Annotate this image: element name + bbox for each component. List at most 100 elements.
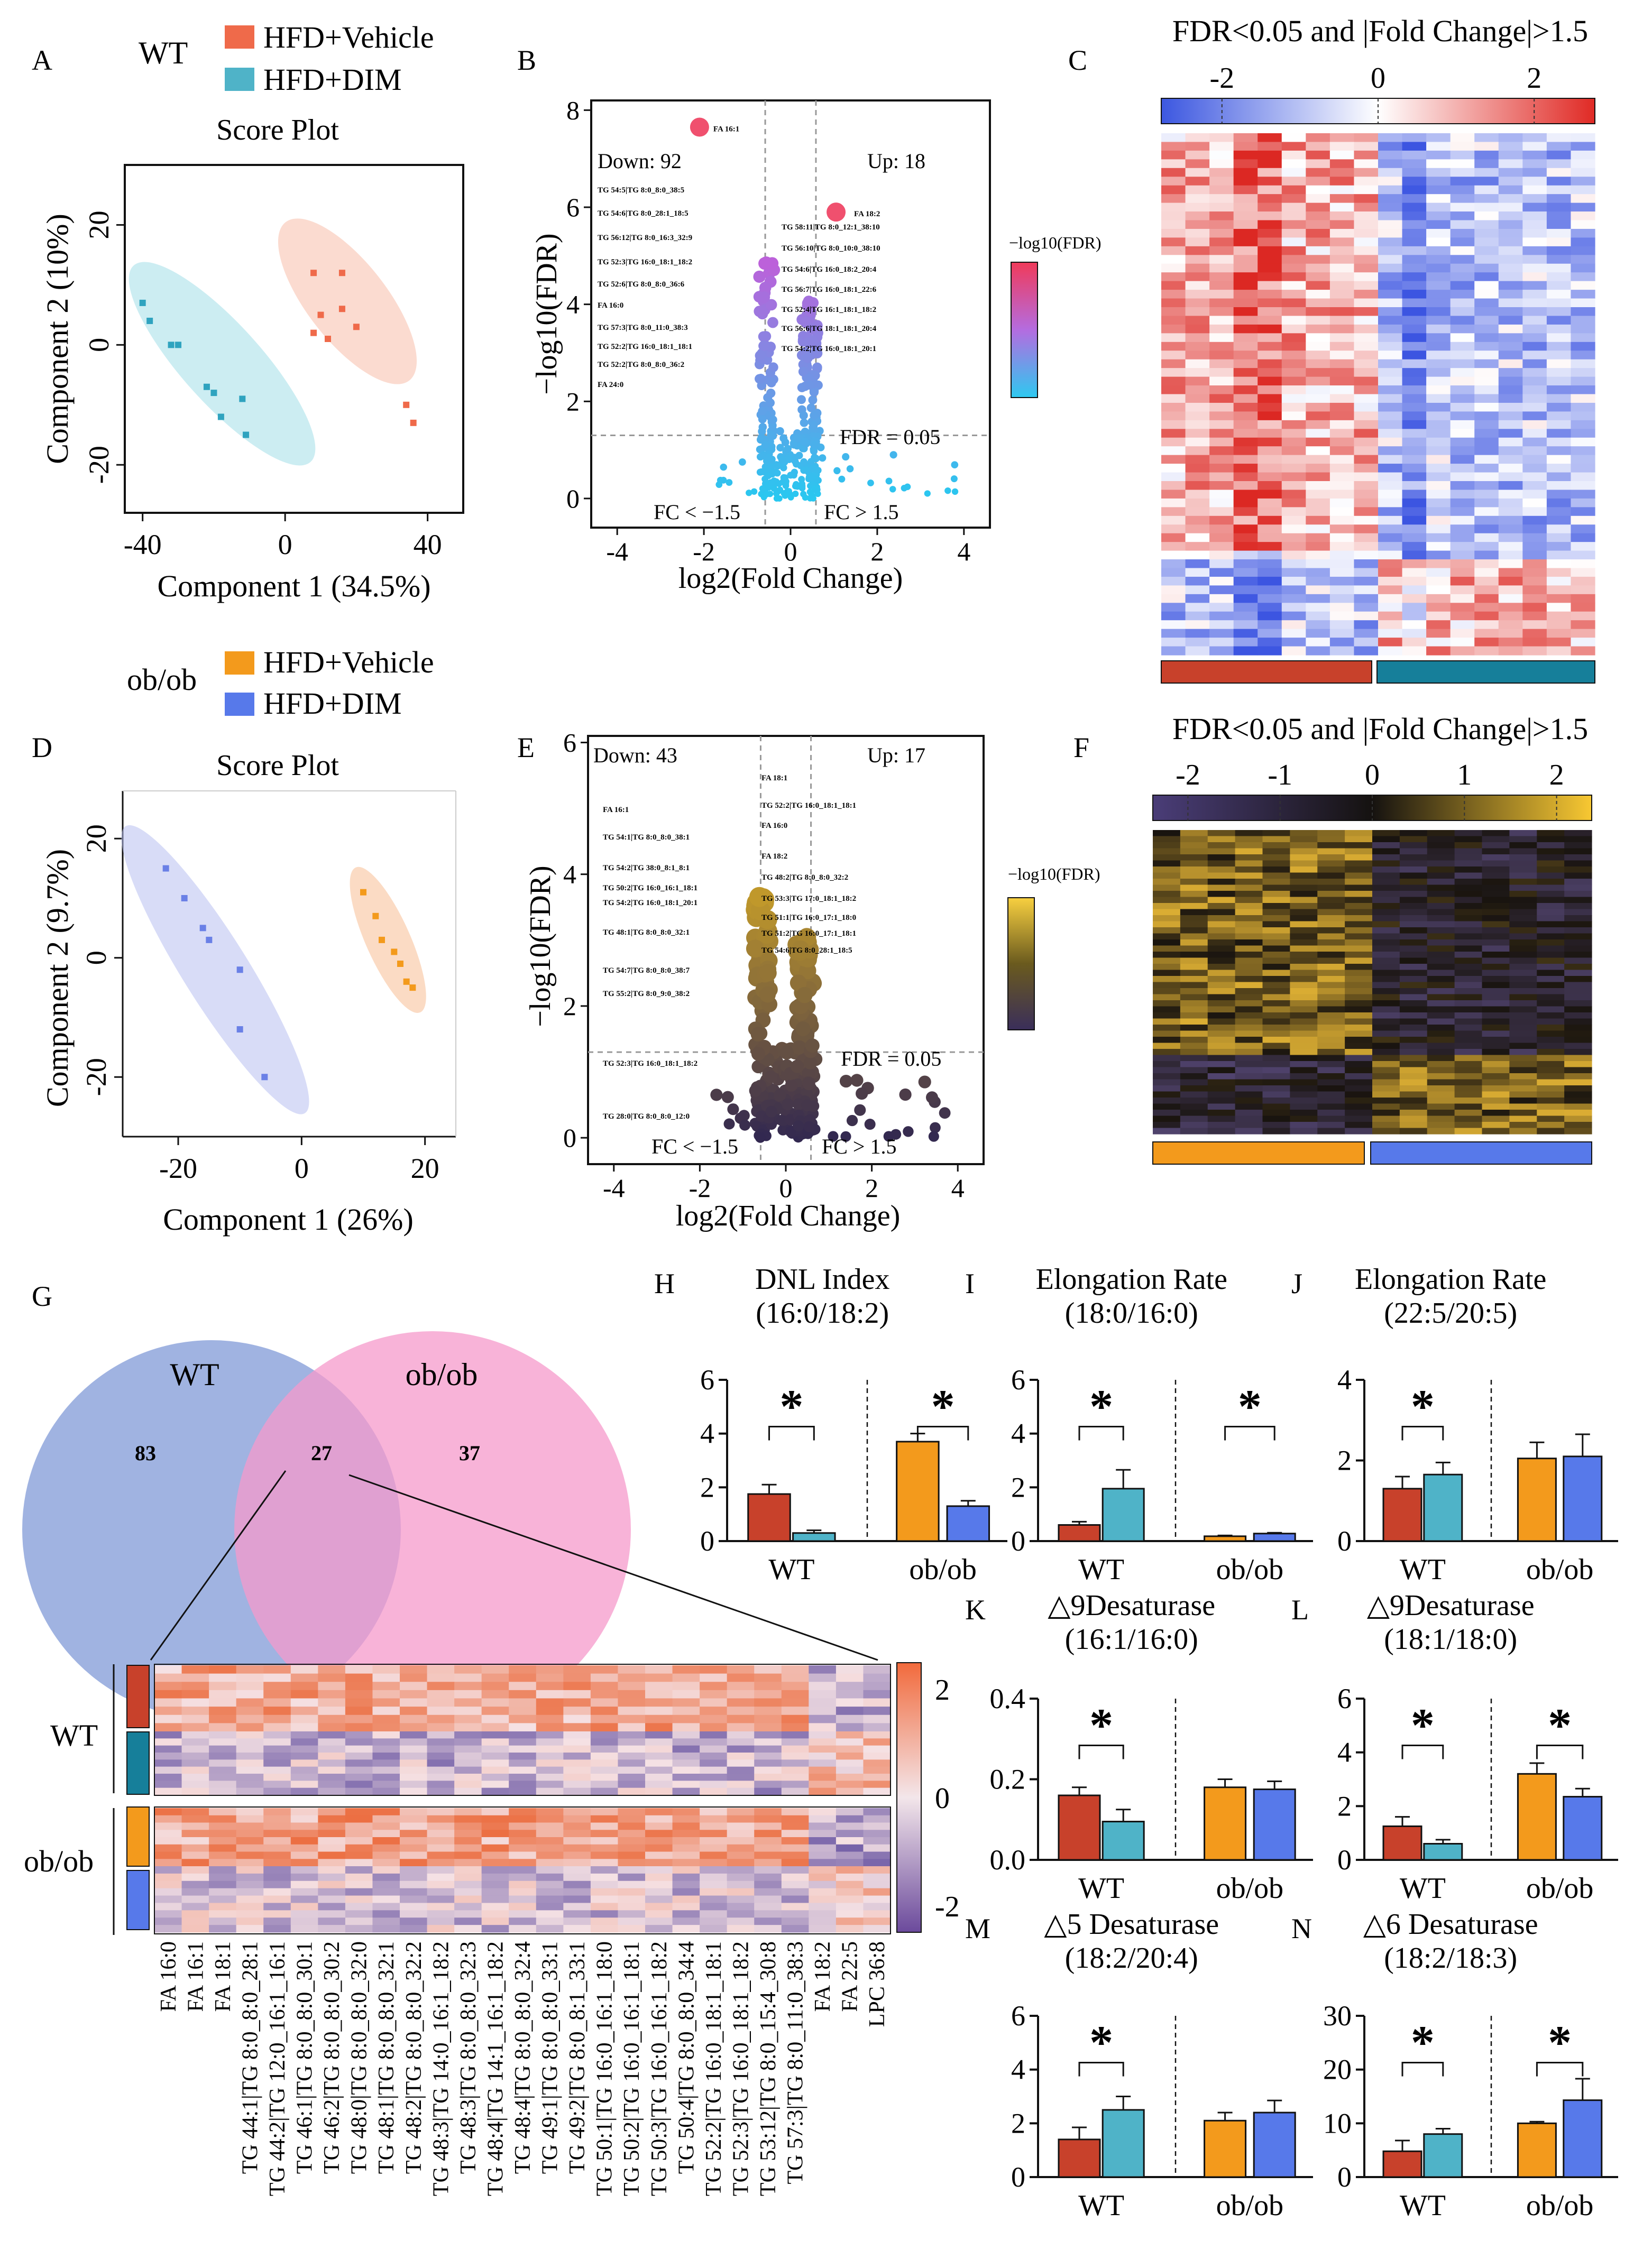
heatmap-cell — [1546, 464, 1572, 473]
heatmap-cell — [1372, 1049, 1400, 1056]
heatmap-cell — [1209, 333, 1234, 343]
heatmap-cell — [1153, 1037, 1181, 1044]
heatmap-cell — [154, 1745, 182, 1753]
heatmap-cell — [1378, 255, 1403, 264]
heatmap-cell — [1258, 159, 1282, 169]
heatmap-cell — [400, 1690, 428, 1699]
heatmap-cell — [400, 1903, 428, 1911]
heatmap-cell — [1564, 1079, 1592, 1086]
heatmap-cell — [1450, 542, 1475, 551]
heatmap-cell — [1378, 246, 1403, 255]
heatmap-cell — [1482, 1073, 1510, 1080]
group-bar-dim — [1370, 1141, 1592, 1165]
heatmap-cell — [1207, 854, 1236, 861]
heatmap-cell — [1399, 866, 1428, 873]
heatmap-cell — [809, 1925, 837, 1933]
heatmap-cell — [181, 1723, 209, 1732]
heatmap-cell — [318, 1738, 346, 1746]
heatmap-cell — [536, 1665, 564, 1674]
heatmap-cell — [1427, 884, 1455, 891]
heatmap-cell — [181, 1759, 209, 1767]
heatmap-cell — [236, 1888, 264, 1896]
heatmap-cell — [1571, 385, 1595, 395]
heatmap-cell — [809, 1837, 837, 1845]
heatmap-cell — [672, 1895, 700, 1904]
heatmap-cell — [590, 1731, 619, 1739]
heatmap-cell — [1454, 1043, 1483, 1049]
x-category-label: ob/ob — [909, 1553, 977, 1586]
heatmap-cell — [700, 1787, 728, 1795]
heatmap-cell — [1290, 903, 1318, 910]
heatmap-cell — [1402, 150, 1427, 160]
heatmap-cell — [1258, 411, 1282, 421]
heatmap-cell — [863, 1851, 891, 1859]
heatmap-cell — [509, 1880, 537, 1889]
panel-letter: M — [965, 1913, 990, 1944]
y-tick-label: 2 — [1337, 1445, 1352, 1477]
heatmap-cell — [209, 1774, 237, 1781]
heatmap-cell — [181, 1781, 209, 1788]
heatmap-cell — [1498, 646, 1523, 656]
panel-letter: K — [965, 1594, 986, 1626]
heatmap-cell — [1185, 376, 1210, 386]
significance-bracket — [1078, 1744, 1124, 1759]
heatmap-cell — [1509, 830, 1537, 837]
data-point — [802, 353, 813, 363]
heatmap-cell — [236, 1774, 264, 1781]
heatmap-cell — [1161, 594, 1186, 603]
heatmap-cell — [318, 1673, 346, 1682]
heatmap-cell — [1482, 945, 1510, 952]
heatmap-cell — [1372, 909, 1400, 916]
heatmap-cell — [863, 1714, 891, 1723]
heatmap-cell — [1281, 324, 1306, 334]
y-tick-label: 6 — [563, 727, 576, 757]
heatmap-cell — [1233, 472, 1258, 482]
data-point — [804, 380, 814, 390]
chart-title: Score Plot — [216, 114, 339, 146]
heatmap-cell — [1426, 507, 1451, 517]
heatmap-cell — [863, 1808, 891, 1816]
heatmap-cell — [1454, 1128, 1483, 1135]
heatmap-cell — [1153, 933, 1181, 940]
heatmap-cell — [563, 1880, 591, 1889]
heatmap-cell — [1450, 316, 1475, 325]
heatmap-cell — [1546, 237, 1572, 247]
heatmap-cell — [1207, 909, 1236, 916]
heatmap-cell — [836, 1723, 864, 1732]
heatmap-cell — [372, 1815, 400, 1823]
heatmap-cell — [372, 1753, 400, 1760]
heatmap-cell — [1426, 202, 1451, 212]
heatmap-cell — [209, 1781, 237, 1788]
column-label: TG 49:2|TG 8:0_8:1_33:1 — [565, 1941, 590, 2174]
heatmap-cell — [781, 1707, 809, 1716]
y-tick-label: 0 — [1011, 1525, 1025, 1557]
heatmap-cell — [1185, 177, 1210, 186]
heatmap-cell — [1509, 1091, 1537, 1098]
heatmap-cell — [1564, 854, 1592, 861]
heatmap-cell — [1399, 1012, 1428, 1019]
heatmap-cell — [1262, 921, 1290, 928]
heatmap-cell — [836, 1787, 864, 1795]
heatmap-cell — [1317, 1098, 1345, 1104]
heatmap-cell — [754, 1830, 782, 1838]
heatmap-cell — [1306, 211, 1330, 221]
heatmap-cell — [563, 1917, 591, 1925]
heatmap-cell — [1546, 533, 1572, 542]
heatmap-cell — [1281, 507, 1306, 517]
heatmap-cell — [454, 1895, 482, 1904]
panel-letter: E — [517, 732, 535, 763]
chart-title: △9Desaturase — [1048, 1589, 1215, 1622]
heatmap-cell — [1426, 437, 1451, 447]
heatmap-cell — [645, 1888, 673, 1896]
heatmap-cell — [263, 1917, 291, 1925]
data-point — [746, 490, 752, 496]
heatmap-cell — [1546, 420, 1572, 429]
heatmap-cell — [1372, 1061, 1400, 1068]
data-point — [409, 984, 416, 991]
data-point — [782, 1098, 794, 1111]
heatmap-cell — [563, 1787, 591, 1795]
heatmap-cell — [236, 1880, 264, 1889]
group-bar-vehicle — [1161, 660, 1372, 684]
heatmap-cell — [1372, 939, 1400, 946]
heatmap-cell — [1258, 638, 1282, 647]
